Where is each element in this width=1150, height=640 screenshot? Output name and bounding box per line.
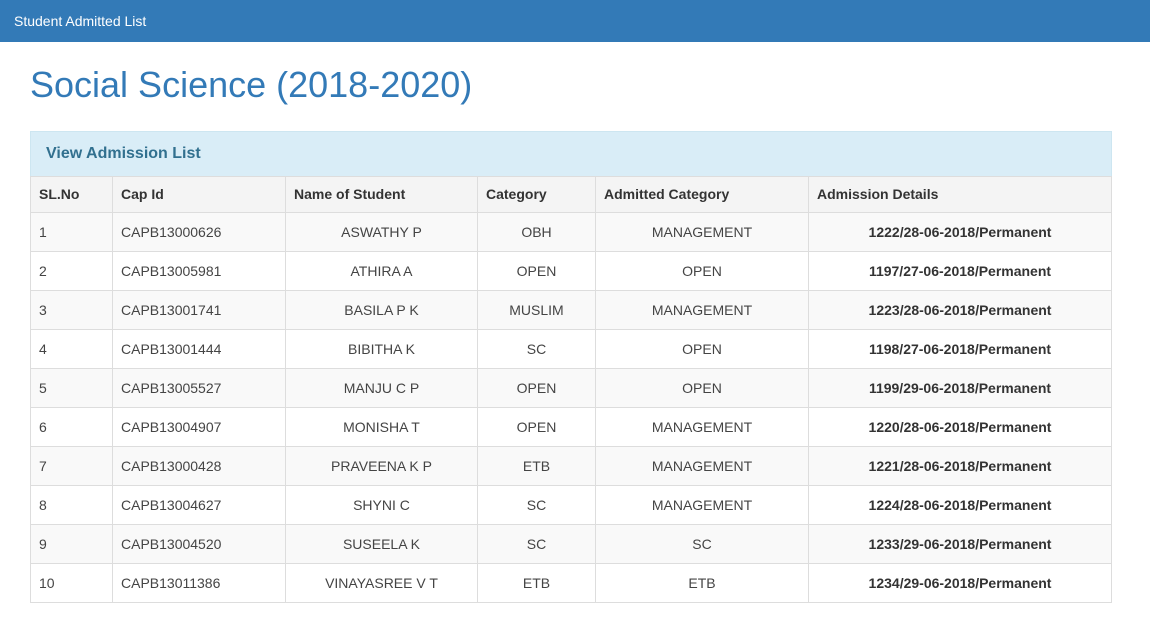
cell-name: ATHIRA A bbox=[285, 251, 478, 292]
cell-category: SC bbox=[477, 524, 596, 565]
cell-name: ASWATHY P bbox=[285, 212, 478, 253]
column-header-slno: SL.No bbox=[30, 176, 113, 214]
cell-cap-id: CAPB13000626 bbox=[112, 212, 286, 253]
column-header-admitted-category: Admitted Category bbox=[595, 176, 809, 214]
cell-cap-id: CAPB13011386 bbox=[112, 563, 286, 604]
cell-name: VINAYASREE V T bbox=[285, 563, 478, 604]
cell-cap-id: CAPB13004907 bbox=[112, 407, 286, 448]
table-row: 7 CAPB13000428 PRAVEENA K P ETB MANAGEMENT 12… bbox=[30, 446, 1112, 487]
cell-category: OBH bbox=[477, 212, 596, 253]
column-header-admission-details: Admission Details bbox=[808, 176, 1112, 214]
cell-name: SUSEELA K bbox=[285, 524, 478, 565]
cell-admission-details: 1198/27-06-2018/Permanent bbox=[808, 329, 1112, 370]
table-row: 6 CAPB13004907 MONISHA T OPEN MANAGEMENT 1220… bbox=[30, 407, 1112, 448]
table-row: 5 CAPB13005527 MANJU C P OPEN OPEN 1199/29-06… bbox=[30, 368, 1112, 409]
cell-admitted-category: MANAGEMENT bbox=[595, 407, 809, 448]
cell-admitted-category: OPEN bbox=[595, 329, 809, 370]
cell-cap-id: CAPB13004520 bbox=[112, 524, 286, 565]
cell-name: MANJU C P bbox=[285, 368, 478, 409]
cell-cap-id: CAPB13005527 bbox=[112, 368, 286, 409]
cell-sl: 6 bbox=[30, 407, 113, 448]
top-navbar: Student Admitted List bbox=[0, 0, 1150, 42]
column-header-name: Name of Student bbox=[285, 176, 478, 214]
navbar-title: Student Admitted List bbox=[14, 13, 147, 29]
table-row: 4 CAPB13001444 BIBITHA K SC OPEN 1198/27-06-2… bbox=[30, 329, 1112, 370]
cell-admitted-category: ETB bbox=[595, 563, 809, 604]
cell-category: ETB bbox=[477, 563, 596, 604]
cell-sl: 1 bbox=[30, 212, 113, 253]
page-title: Social Science (2018-2020) bbox=[30, 64, 473, 105]
cell-sl: 5 bbox=[30, 368, 113, 409]
cell-cap-id: CAPB13004627 bbox=[112, 485, 286, 526]
table-row: 1 CAPB13000626 ASWATHY P OBH MANAGEMENT 1222/… bbox=[30, 212, 1112, 253]
cell-sl: 7 bbox=[30, 446, 113, 487]
cell-admitted-category: MANAGEMENT bbox=[595, 446, 809, 487]
cell-sl: 2 bbox=[30, 251, 113, 292]
cell-admission-details: 1221/28-06-2018/Permanent bbox=[808, 446, 1112, 487]
table-row: 3 CAPB13001741 BASILA P K MUSLIM MANAGEMENT 1… bbox=[30, 290, 1112, 331]
cell-admission-details: 1220/28-06-2018/Permanent bbox=[808, 407, 1112, 448]
admission-list-panel: View Admission List SL.No Cap Id Name of… bbox=[30, 131, 1112, 604]
cell-admission-details: 1222/28-06-2018/Permanent bbox=[808, 212, 1112, 253]
cell-sl: 9 bbox=[30, 524, 113, 565]
cell-category: OPEN bbox=[477, 407, 596, 448]
table-row: 9 CAPB13004520 SUSEELA K SC SC 1233/29-06-201… bbox=[30, 524, 1112, 565]
table-row: 10 CAPB13011386 VINAYASREE V T ETB ETB 1234/2… bbox=[30, 563, 1112, 604]
cell-admission-details: 1233/29-06-2018/Permanent bbox=[808, 524, 1112, 565]
cell-admitted-category: SC bbox=[595, 524, 809, 565]
cell-cap-id: CAPB13005981 bbox=[112, 251, 286, 292]
cell-admitted-category: MANAGEMENT bbox=[595, 212, 809, 253]
cell-name: BASILA P K bbox=[285, 290, 478, 331]
cell-admission-details: 1223/28-06-2018/Permanent bbox=[808, 290, 1112, 331]
cell-admission-details: 1197/27-06-2018/Permanent bbox=[808, 251, 1112, 292]
cell-category: OPEN bbox=[477, 251, 596, 292]
cell-category: ETB bbox=[477, 446, 596, 487]
cell-admission-details: 1234/29-06-2018/Permanent bbox=[808, 563, 1112, 604]
column-header-category: Category bbox=[477, 176, 596, 214]
cell-admitted-category: OPEN bbox=[595, 251, 809, 292]
cell-category: OPEN bbox=[477, 368, 596, 409]
admission-table: SL.No Cap Id Name of Student Category Ad… bbox=[30, 176, 1112, 604]
cell-category: SC bbox=[477, 485, 596, 526]
cell-sl: 3 bbox=[30, 290, 113, 331]
cell-sl: 10 bbox=[30, 563, 113, 604]
cell-admitted-category: MANAGEMENT bbox=[595, 290, 809, 331]
cell-admitted-category: MANAGEMENT bbox=[595, 485, 809, 526]
cell-cap-id: CAPB13001444 bbox=[112, 329, 286, 370]
cell-name: SHYNI C bbox=[285, 485, 478, 526]
column-header-cap-id: Cap Id bbox=[112, 176, 286, 214]
cell-admitted-category: OPEN bbox=[595, 368, 809, 409]
panel-heading: View Admission List bbox=[30, 131, 1112, 177]
cell-sl: 4 bbox=[30, 329, 113, 370]
cell-cap-id: CAPB13000428 bbox=[112, 446, 286, 487]
cell-name: BIBITHA K bbox=[285, 329, 478, 370]
cell-admission-details: 1224/28-06-2018/Permanent bbox=[808, 485, 1112, 526]
table-header-row: SL.No Cap Id Name of Student Category Ad… bbox=[30, 176, 1112, 214]
cell-name: MONISHA T bbox=[285, 407, 478, 448]
cell-admission-details: 1199/29-06-2018/Permanent bbox=[808, 368, 1112, 409]
admission-table-body: 1 CAPB13000626 ASWATHY P OBH MANAGEMENT 1222/… bbox=[30, 212, 1112, 604]
cell-sl: 8 bbox=[30, 485, 113, 526]
cell-name: PRAVEENA K P bbox=[285, 446, 478, 487]
cell-category: MUSLIM bbox=[477, 290, 596, 331]
table-row: 2 CAPB13005981 ATHIRA A OPEN OPEN 1197/27-06-… bbox=[30, 251, 1112, 292]
table-row: 8 CAPB13004627 SHYNI C SC MANAGEMENT 1224/28-… bbox=[30, 485, 1112, 526]
cell-category: SC bbox=[477, 329, 596, 370]
cell-cap-id: CAPB13001741 bbox=[112, 290, 286, 331]
